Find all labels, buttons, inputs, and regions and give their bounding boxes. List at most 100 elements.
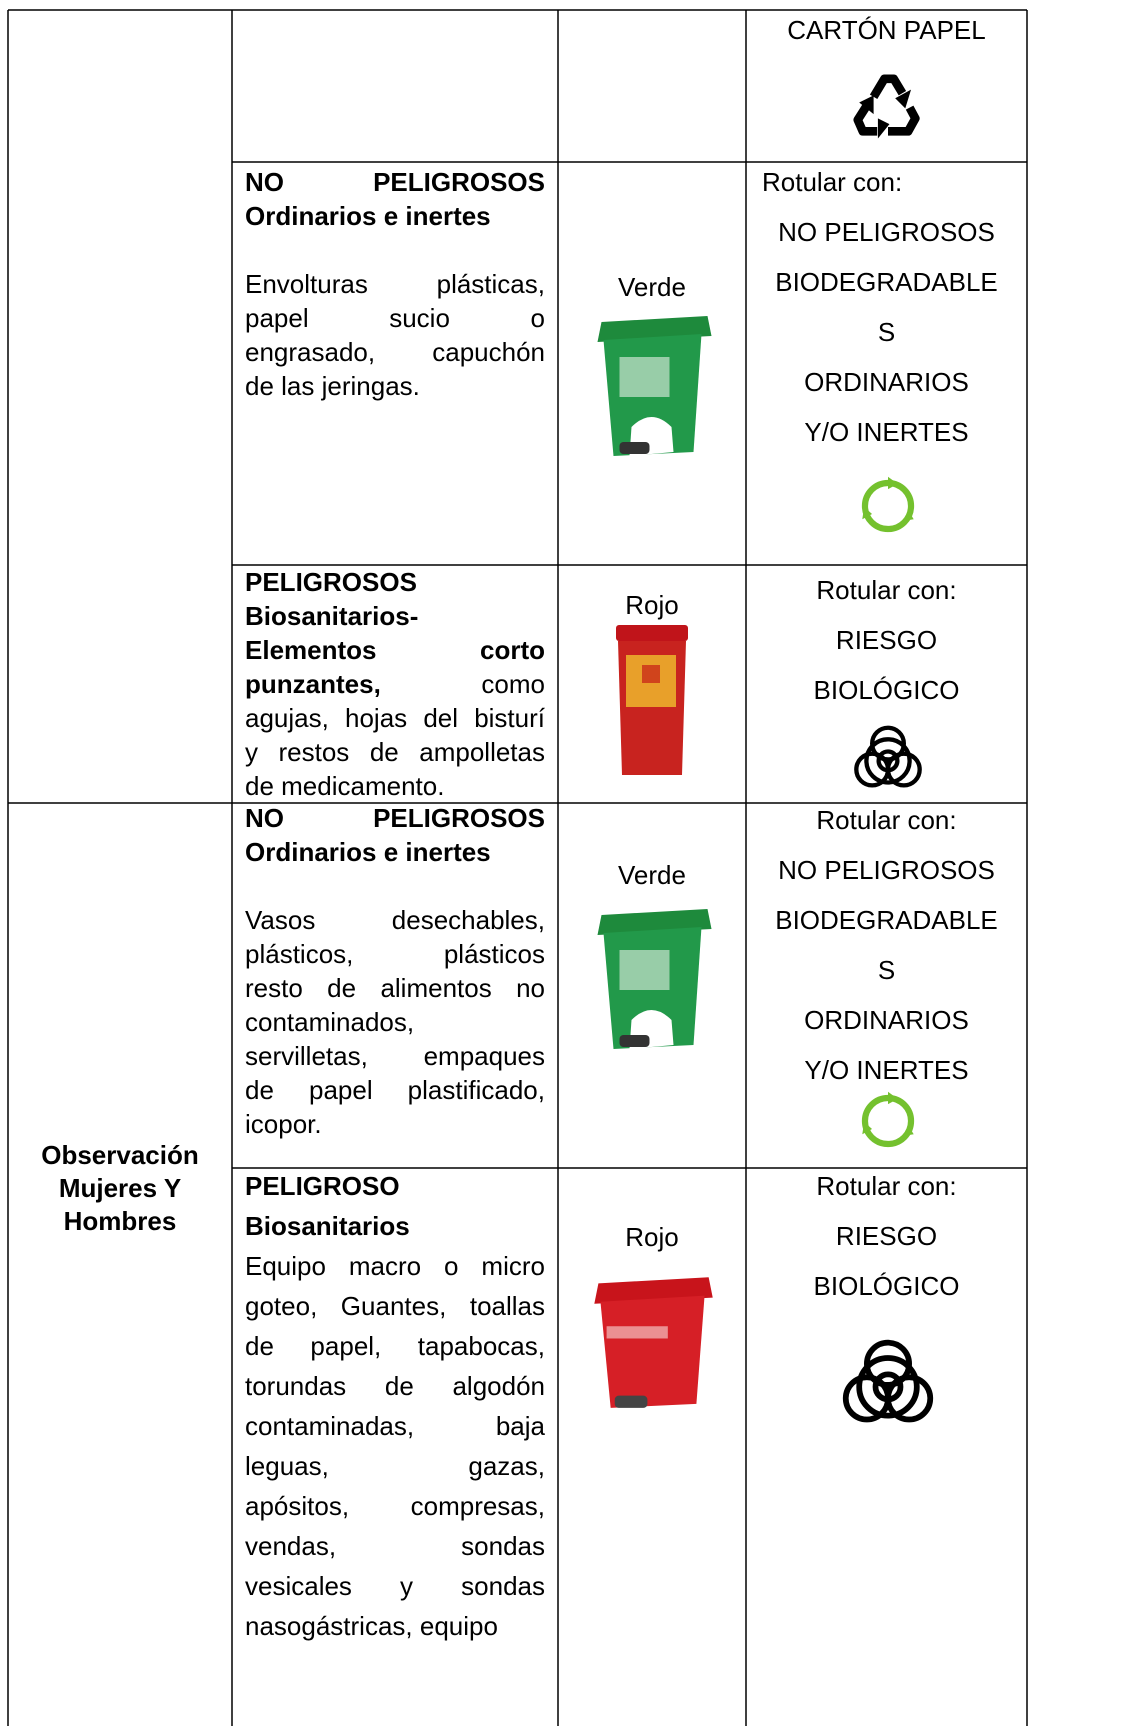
- waste-text: Equipo macro o micro: [245, 1251, 545, 1281]
- waste-line: PELIGROSOS: [245, 565, 545, 599]
- label-line: S: [877, 317, 896, 347]
- waste-text: icopor.: [245, 1109, 322, 1139]
- waste-line: Biosanitarios-: [245, 599, 545, 633]
- group-label: Hombres: [63, 1206, 177, 1236]
- green-bin: [597, 909, 712, 1049]
- waste-text: papel sucio o: [245, 303, 545, 333]
- waste-heading: NO PELIGROSOS: [245, 167, 545, 197]
- label-line: ORDINARIOS: [804, 1005, 969, 1035]
- waste-line: Ordinarios e inertes: [245, 199, 545, 233]
- group-label: Mujeres Y: [58, 1173, 182, 1203]
- waste-text: nasogástricas, equipo: [245, 1611, 498, 1641]
- waste-line: de papel, tapabocas,: [245, 1329, 545, 1363]
- waste-line: Equipo macro o micro: [245, 1249, 545, 1283]
- waste-text: de papel, tapabocas,: [245, 1331, 545, 1361]
- group-label: Observación: [41, 1140, 199, 1170]
- waste-text: como: [481, 669, 545, 699]
- cycle-icon: [862, 1092, 913, 1144]
- waste-text: apósitos, compresas,: [245, 1491, 545, 1521]
- waste-text: contaminadas, baja: [245, 1411, 545, 1441]
- red-bin: [594, 1277, 713, 1408]
- waste-heading: punzantes,: [245, 669, 381, 699]
- waste-text: plásticos, plásticos: [245, 939, 545, 969]
- waste-line: de papel plastificado,: [245, 1073, 545, 1107]
- label-line: BIOLÓGICO: [813, 675, 960, 705]
- label-line: BIOLÓGICO: [813, 1271, 960, 1301]
- table-borders: [7, 9, 1028, 1726]
- waste-line: y restos de ampolletas: [245, 735, 545, 769]
- waste-line: Biosanitarios: [245, 1209, 545, 1243]
- label-line: BIODEGRADABLE: [775, 267, 998, 297]
- waste-heading: Biosanitarios-: [245, 601, 419, 631]
- red-container: [616, 625, 688, 775]
- waste-line: punzantes, como: [245, 667, 545, 701]
- waste-text: torundas de algodón: [245, 1371, 545, 1401]
- waste-line: papel sucio o: [245, 301, 545, 335]
- waste-line: Elementos corto: [245, 633, 545, 667]
- waste-line: de las jeringas.: [245, 369, 545, 403]
- waste-line: vendas, sondas: [245, 1529, 545, 1563]
- recycle-icon: [858, 79, 916, 139]
- label-line: CARTÓN PAPEL: [787, 15, 986, 45]
- label-line: S: [877, 955, 896, 985]
- label-line: NO PELIGROSOS: [778, 855, 995, 885]
- bin-color: Rojo: [625, 1222, 679, 1252]
- label-line: NO PELIGROSOS: [778, 217, 995, 247]
- waste-line: apósitos, compresas,: [245, 1489, 545, 1523]
- waste-heading: Ordinarios e inertes: [245, 837, 491, 867]
- biohazard-icon: [846, 1343, 930, 1420]
- waste-line: nasogástricas, equipo: [245, 1609, 545, 1643]
- waste-text: leguas, gazas,: [245, 1451, 545, 1481]
- bin-color: Verde: [618, 272, 686, 302]
- waste-text: de las jeringas.: [245, 371, 420, 401]
- waste-line: de medicamento.: [245, 769, 545, 803]
- waste-text: vendas, sondas: [245, 1531, 545, 1561]
- waste-text: resto de alimentos no: [245, 973, 545, 1003]
- label-line: Rotular con:: [816, 1171, 957, 1201]
- waste-line: goteo, Guantes, toallas: [245, 1289, 545, 1323]
- waste-heading: PELIGROSO: [245, 1171, 400, 1201]
- waste-text: agujas, hojas del bisturí: [245, 703, 545, 733]
- label-line: Rotular con:: [762, 167, 903, 197]
- waste-text: Envolturas plásticas,: [245, 269, 545, 299]
- waste-text: de medicamento.: [245, 771, 445, 801]
- waste-line: plásticos, plásticos: [245, 937, 545, 971]
- waste-text: contaminados,: [245, 1007, 415, 1037]
- bin-color: Rojo: [625, 590, 679, 620]
- waste-line: NO PELIGROSOS: [245, 801, 545, 835]
- label-line: ORDINARIOS: [804, 367, 969, 397]
- waste-heading: Elementos corto: [245, 635, 545, 665]
- label-line: Y/O INERTES: [804, 417, 969, 447]
- biohazard-icon: [856, 728, 919, 786]
- bin-color: Verde: [618, 860, 686, 890]
- waste-text: de papel plastificado,: [245, 1075, 545, 1105]
- waste-heading: Biosanitarios: [245, 1211, 410, 1241]
- waste-line: contaminados,: [245, 1005, 545, 1039]
- label-line: Rotular con:: [816, 575, 957, 605]
- green-bin: [597, 316, 712, 456]
- waste-line: PELIGROSO: [245, 1169, 545, 1203]
- label-line: RIESGO: [835, 1221, 938, 1251]
- waste-line: torundas de algodón: [245, 1369, 545, 1403]
- label-line: BIODEGRADABLE: [775, 905, 998, 935]
- label-line: Rotular con:: [816, 805, 957, 835]
- label-line: Y/O INERTES: [804, 1055, 969, 1085]
- waste-line: agujas, hojas del bisturí: [245, 701, 545, 735]
- waste-line: leguas, gazas,: [245, 1449, 545, 1483]
- waste-line: engrasado, capuchón: [245, 335, 545, 369]
- cycle-icon: [862, 477, 913, 529]
- waste-line: NO PELIGROSOS: [245, 165, 545, 199]
- waste-line: resto de alimentos no: [245, 971, 545, 1005]
- label-line: RIESGO: [835, 625, 938, 655]
- waste-line: Envolturas plásticas,: [245, 267, 545, 301]
- waste-line: icopor.: [245, 1107, 545, 1141]
- waste-line: Vasos desechables,: [245, 903, 545, 937]
- waste-heading: NO PELIGROSOS: [245, 803, 545, 833]
- waste-text: vesicales y sondas: [245, 1571, 545, 1601]
- waste-line: servilletas, empaques: [245, 1039, 545, 1073]
- waste-text: servilletas, empaques: [245, 1041, 545, 1071]
- waste-heading: PELIGROSOS: [245, 567, 417, 597]
- waste-line: Ordinarios e inertes: [245, 835, 545, 869]
